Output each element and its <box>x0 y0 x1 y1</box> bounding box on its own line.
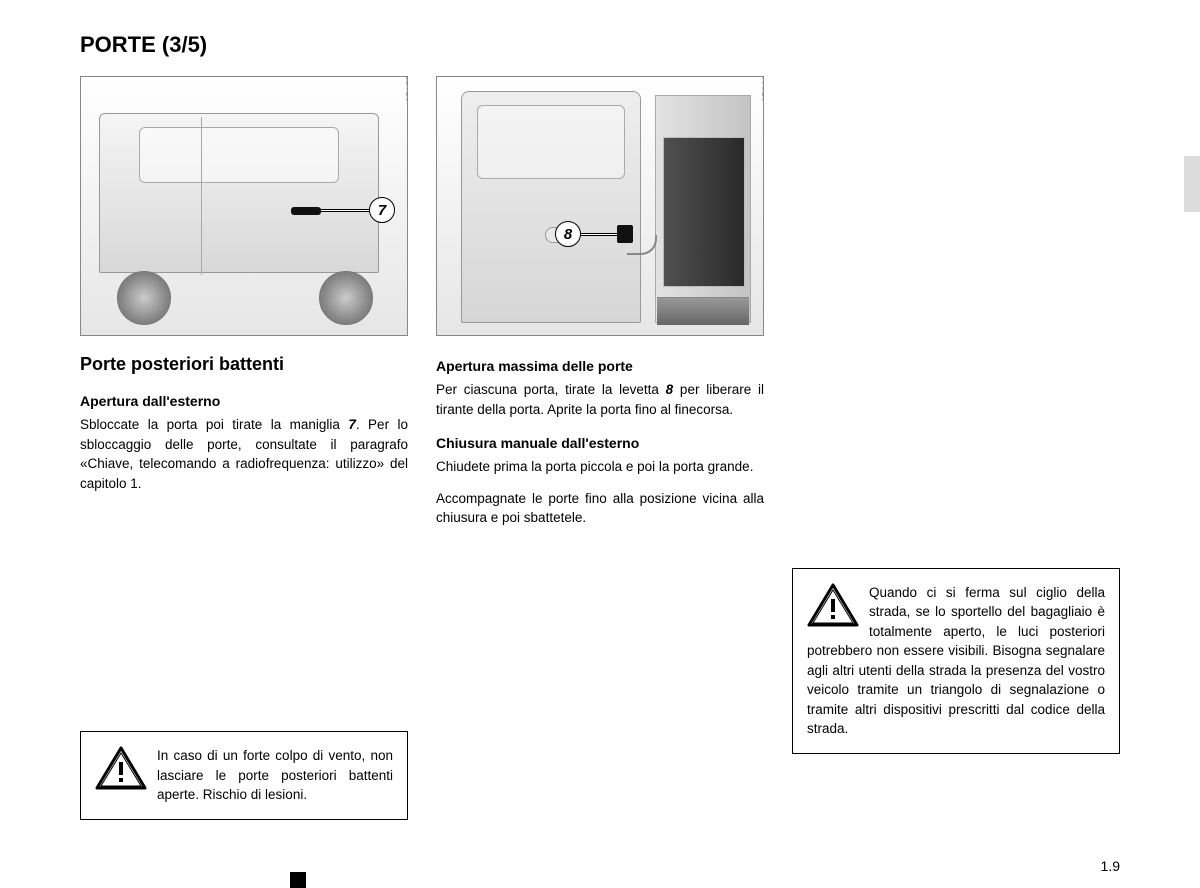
paragraph-heading: Chiusura manuale dall'esterno <box>436 435 764 451</box>
reference-number: 7 <box>348 417 356 432</box>
text-fragment: Sbloccate la porta poi tirate la manigli… <box>80 417 348 432</box>
body-paragraph: Chiudete prima la porta piccola e poi la… <box>436 457 764 477</box>
page-number: 1.9 <box>1101 858 1120 874</box>
figure-id-label: 27175 <box>406 76 408 102</box>
manual-page: PORTE (3/5) 27175 7 Porte posteriori bat… <box>0 0 1200 888</box>
column-left: 27175 7 Porte posteriori battenti Apertu… <box>80 76 408 826</box>
text-fragment: Per ciascuna porta, tirate la levetta <box>436 382 666 397</box>
paragraph-heading: Apertura dall'esterno <box>80 393 408 409</box>
registration-mark <box>290 872 306 888</box>
body-paragraph: Sbloccate la porta poi tirate la manigli… <box>80 415 408 493</box>
spacer <box>792 76 1120 568</box>
cargo-floor-illustration <box>657 297 749 325</box>
callout-badge: 7 <box>369 197 395 223</box>
cargo-interior-illustration <box>663 137 745 287</box>
vehicle-rear-door-illustration <box>201 117 381 275</box>
body-paragraph: Accompagnate le porte fino alla posizion… <box>436 489 764 528</box>
figure-vehicle-rear: 27175 7 <box>80 76 408 336</box>
column-middle: 27363 8 Apertura massima delle porte Per… <box>436 76 764 826</box>
callout-pointer <box>579 233 617 236</box>
door-window-illustration <box>477 105 625 179</box>
motion-arrow-illustration <box>627 235 657 255</box>
door-handle-illustration <box>291 207 321 215</box>
warning-triangle-icon <box>807 583 859 629</box>
page-title: PORTE (3/5) <box>80 32 1120 58</box>
warning-box: Quando ci si ferma sul ciglio della stra… <box>792 568 1120 755</box>
warning-text: In caso di un forte colpo di vento, non … <box>157 748 393 802</box>
vehicle-wheel-icon <box>319 271 373 325</box>
paragraph-heading: Apertura massima delle porte <box>436 358 764 374</box>
section-subtitle: Porte posteriori battenti <box>80 354 408 375</box>
three-column-layout: 27175 7 Porte posteriori battenti Apertu… <box>80 76 1120 826</box>
warning-triangle-icon <box>95 746 147 792</box>
callout-pointer <box>321 209 371 212</box>
column-right: Quando ci si ferma sul ciglio della stra… <box>792 76 1120 826</box>
vehicle-wheel-icon <box>117 271 171 325</box>
warning-box: In caso di un forte colpo di vento, non … <box>80 731 408 820</box>
body-paragraph: Per ciascuna porta, tirate la levetta 8 … <box>436 380 764 419</box>
figure-door-open: 27363 8 <box>436 76 764 336</box>
figure-id-label: 27363 <box>762 76 764 102</box>
callout-badge: 8 <box>555 221 581 247</box>
